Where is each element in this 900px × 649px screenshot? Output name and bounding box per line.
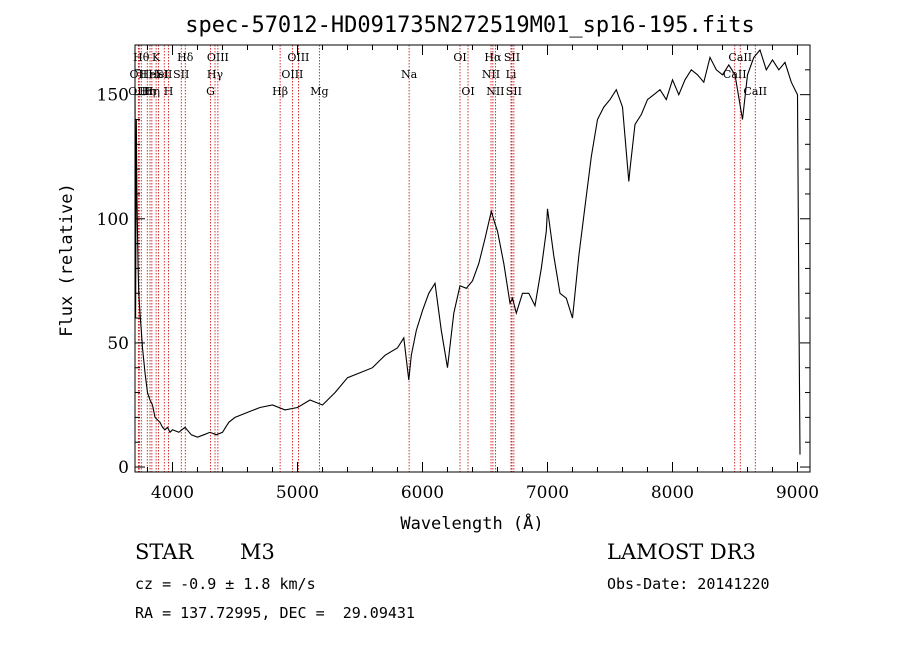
spectrum-line: [134, 48, 801, 455]
emission-line-label: OIII: [207, 51, 229, 64]
emission-line-label: OI: [461, 85, 474, 98]
emission-line-label: Hβ: [272, 85, 288, 98]
emission-line-label: Hθ: [133, 51, 150, 64]
x-tick-label: 7000: [526, 483, 569, 503]
emission-line-label: CaII: [728, 51, 752, 64]
y-tick-label: 100: [97, 210, 129, 230]
x-tick-label: 8000: [651, 483, 694, 503]
chart-title: spec-57012-HD091735N272519M01_sp16-195.f…: [185, 13, 755, 38]
survey-name: LAMOST DR3: [607, 540, 756, 564]
emission-line-label: Na: [401, 68, 418, 81]
emission-line-label: H: [164, 85, 174, 98]
emission-line-label: G: [206, 85, 215, 98]
x-tick-label: 9000: [776, 483, 819, 503]
emission-line-label: SII: [504, 51, 520, 64]
y-axis-label: Flux (relative): [57, 183, 77, 337]
emission-line-label: HeI: [140, 68, 160, 81]
emission-line-label: NII: [486, 85, 504, 98]
emission-line-label: Hδ: [177, 51, 194, 64]
emission-line-label: SII: [156, 68, 172, 81]
object-class: STAR: [135, 540, 194, 564]
emission-line-label: NII: [482, 68, 500, 81]
emission-line-label: Li: [506, 68, 517, 81]
x-axis-label: Wavelength (Å): [400, 512, 543, 534]
x-axis-ticks: 4000 5000 6000 7000 8000 9000: [147, 45, 819, 503]
cz-value: cz = -0.9 ± 1.8 km/s: [135, 575, 316, 593]
emission-line-label: SII: [506, 85, 522, 98]
emission-line-label: Hη: [144, 85, 160, 98]
x-tick-label: 4000: [151, 483, 194, 503]
emission-line-label: K: [152, 51, 161, 64]
emission-line-label: OIII: [287, 51, 309, 64]
emission-lines: [137, 45, 756, 472]
x-tick-label: 6000: [401, 483, 444, 503]
emission-line-label: OIII: [281, 68, 303, 81]
object-subclass: M3: [240, 540, 275, 564]
emission-line-label: SII: [173, 68, 189, 81]
emission-line-label: Mg: [310, 85, 328, 98]
y-tick-label: 50: [107, 334, 129, 354]
emission-line-labels: OIIOIIIHθHηHeIHηKHeISIIHSIIHδGHγOIIIHβOI…: [128, 51, 767, 98]
emission-line-label: CaII: [743, 85, 767, 98]
emission-line-label: HeI: [148, 68, 168, 81]
emission-line-label: OII: [130, 68, 148, 81]
y-tick-label: 0: [118, 458, 129, 478]
emission-line-label: Hα: [484, 51, 502, 64]
coordinates: RA = 137.72995, DEC = 29.09431: [135, 604, 415, 622]
x-tick-label: 5000: [276, 483, 319, 503]
emission-line-label: Hγ: [207, 68, 224, 81]
y-axis-ticks: 0 50 100 150: [97, 69, 810, 478]
y-tick-label: 150: [97, 86, 129, 106]
obs-date: Obs-Date: 20141220: [607, 575, 770, 593]
emission-line-label: OI: [453, 51, 466, 64]
plot-frame: [134, 44, 811, 473]
